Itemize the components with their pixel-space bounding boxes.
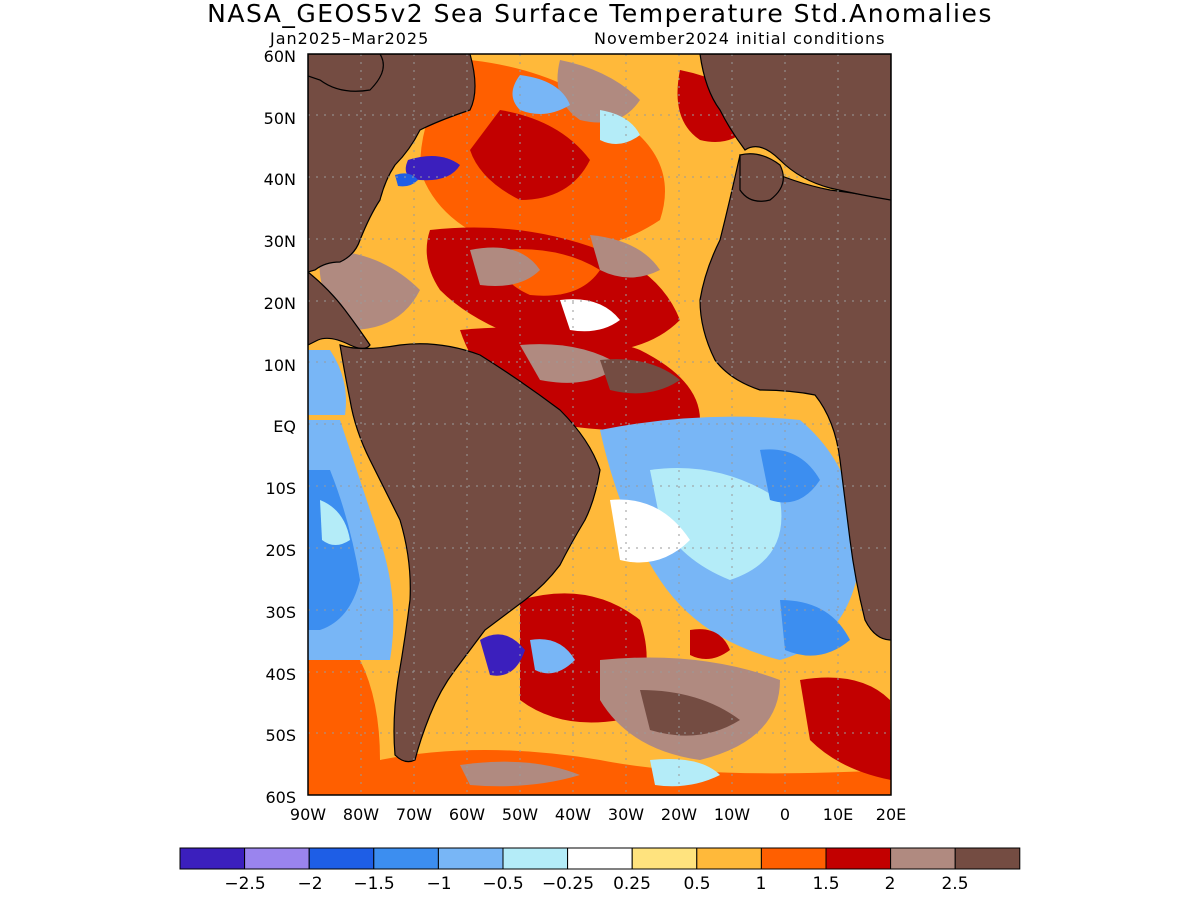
lat-label: 60S bbox=[265, 788, 296, 807]
colorbar-swatch bbox=[437, 847, 504, 870]
lat-label: 30S bbox=[265, 603, 296, 622]
tropical-strong-patch bbox=[520, 344, 620, 383]
south-atlantic-cold-spot-2 bbox=[780, 600, 850, 656]
southern-ocean-warm bbox=[308, 750, 891, 795]
lat-label: 10S bbox=[265, 479, 296, 498]
pacific-cool-patch-2 bbox=[320, 500, 350, 545]
lon-label: 50W bbox=[502, 805, 538, 824]
colorbar-label: −0.5 bbox=[482, 874, 523, 894]
europe-land bbox=[699, 54, 891, 201]
colorbar-swatch bbox=[890, 847, 956, 870]
central-america-land bbox=[308, 271, 371, 350]
colorbar-swatch bbox=[631, 847, 698, 870]
map-plot-area bbox=[308, 54, 891, 795]
lat-label: 60N bbox=[264, 47, 296, 66]
forecast-period: Jan2025–Mar2025 bbox=[270, 29, 430, 48]
colorbar-label: −0.25 bbox=[542, 874, 594, 894]
lon-label: 20W bbox=[661, 805, 697, 824]
colorbar-swatch bbox=[502, 847, 569, 870]
lat-label: 50S bbox=[265, 726, 296, 745]
north-america-land bbox=[308, 54, 476, 273]
colorbar-label: 2 bbox=[885, 874, 896, 894]
lon-label: 80W bbox=[343, 805, 379, 824]
lon-label: 20E bbox=[876, 805, 906, 824]
south-atlantic-cold-spot bbox=[760, 449, 820, 503]
lat-label: 20N bbox=[264, 294, 296, 313]
colorbar-swatch bbox=[567, 847, 633, 870]
south-atlantic-cool-2 bbox=[650, 468, 782, 580]
colorbar-swatch bbox=[825, 847, 892, 870]
colorbar-label: 1 bbox=[756, 874, 767, 894]
lat-label: 20S bbox=[265, 541, 296, 560]
colorbar-swatch bbox=[308, 847, 375, 870]
map-border bbox=[307, 53, 892, 796]
lon-label: 0 bbox=[780, 805, 790, 824]
colorbar-swatch bbox=[696, 847, 762, 870]
southwest-cool-patch bbox=[530, 639, 575, 674]
colorbar-label: −1.5 bbox=[353, 874, 394, 894]
lat-label: 40N bbox=[264, 170, 296, 189]
pacific-warm-south bbox=[308, 660, 380, 760]
colorbar-label: 2.5 bbox=[941, 874, 968, 894]
southern-ocean-strong bbox=[460, 761, 580, 787]
colorbar-label: 0.5 bbox=[683, 874, 710, 894]
tropical-very-warm bbox=[600, 359, 680, 394]
colorbar-swatch bbox=[954, 847, 1021, 870]
lon-label: 10W bbox=[714, 805, 750, 824]
strong-warm-patch bbox=[557, 60, 640, 123]
initial-conditions: November2024 initial conditions bbox=[594, 29, 886, 48]
land-masses bbox=[308, 54, 891, 763]
lon-label: 60W bbox=[449, 805, 485, 824]
longitude-labels: 90W 80W 70W 60W 50W 40W 30W 20W 10W 0 10… bbox=[290, 805, 906, 824]
colorbar-label: −2.5 bbox=[224, 874, 265, 894]
colorbar-label: 1.5 bbox=[812, 874, 839, 894]
cold-spot-gulfstream bbox=[405, 156, 460, 181]
iberia-land bbox=[739, 153, 784, 202]
colorbar-label: −2 bbox=[297, 874, 322, 894]
southern-hot-spot bbox=[690, 629, 730, 659]
pacific-cool-north bbox=[308, 350, 346, 415]
anomaly-patches bbox=[308, 60, 891, 795]
southern-very-warm bbox=[640, 690, 740, 736]
lon-label: 70W bbox=[396, 805, 432, 824]
brazil-malvinas-cold-spot bbox=[480, 634, 525, 676]
lat-label: 40S bbox=[265, 665, 296, 684]
lon-label: 40W bbox=[555, 805, 591, 824]
lat-label: 10N bbox=[264, 356, 296, 375]
cool-patch-north bbox=[512, 75, 570, 114]
lon-label: 10E bbox=[823, 805, 853, 824]
map-gridlines bbox=[308, 54, 891, 795]
lat-label: EQ bbox=[273, 417, 296, 436]
latitude-labels: 60N 50N 40N 30N 20N 10N EQ 10S 20S 30S 4… bbox=[264, 47, 296, 807]
colorbar-labels: −2.5 −2 −1.5 −1 −0.5 −0.25 0.25 0.5 1 1.… bbox=[224, 874, 968, 894]
colorbar-swatch bbox=[244, 847, 310, 870]
lon-label: 90W bbox=[290, 805, 326, 824]
cool-patch-north-2 bbox=[600, 110, 640, 144]
colorbar-label: 0.25 bbox=[613, 874, 651, 894]
south-america-land bbox=[339, 343, 601, 763]
lat-label: 50N bbox=[264, 109, 296, 128]
map-title: NASA_GEOS5v2 Sea Surface Temperature Std… bbox=[207, 0, 993, 28]
colorbar-swatch bbox=[179, 847, 246, 870]
greenland-land bbox=[308, 54, 384, 92]
colorbar-label: −1 bbox=[426, 874, 451, 894]
colorbar-swatch bbox=[373, 847, 439, 870]
south-atlantic-neutral bbox=[610, 499, 690, 563]
southern-ocean-cool bbox=[650, 759, 720, 787]
strong-warm-patch-2 bbox=[470, 247, 540, 286]
lon-label: 30W bbox=[608, 805, 644, 824]
colorbar bbox=[179, 847, 1021, 870]
strong-warm-patch-3 bbox=[590, 235, 660, 278]
neutral-patch-subtropical bbox=[560, 299, 620, 332]
lat-label: 30N bbox=[264, 232, 296, 251]
colorbar-swatch bbox=[760, 847, 827, 870]
southeast-hot-patch bbox=[800, 677, 891, 780]
